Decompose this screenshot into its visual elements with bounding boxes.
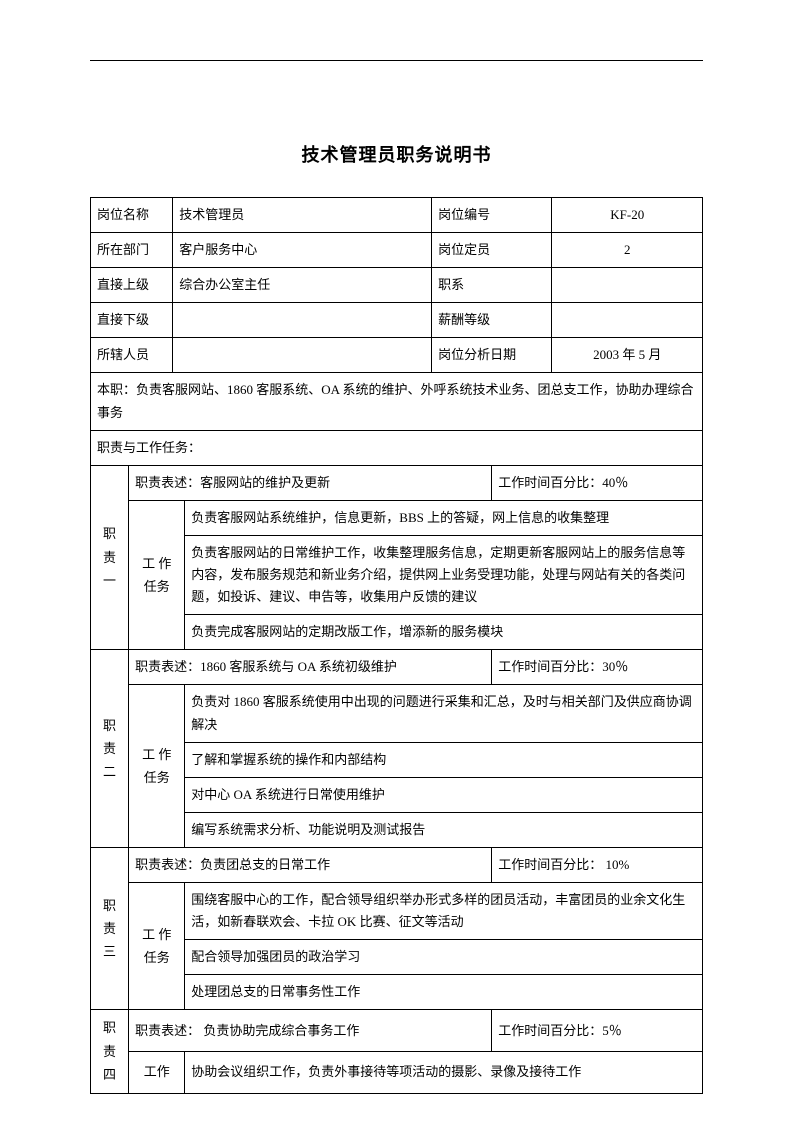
value-superior: 综合办公室主任: [173, 268, 432, 303]
duty3-desc: 职责表述：负责团总支的日常工作: [129, 847, 492, 882]
value-position-name: 技术管理员: [173, 198, 432, 233]
label-job-series: 职系: [432, 268, 552, 303]
duty1-desc: 职责表述：客服网站的维护及更新: [129, 465, 492, 500]
value-department: 客户服务中心: [173, 233, 432, 268]
value-position-code: KF-20: [552, 198, 703, 233]
page-title: 技术管理员职务说明书: [90, 141, 703, 167]
label-position-code: 岗位编号: [432, 198, 552, 233]
header-row: 所辖人员 岗位分析日期 2003 年 5 月: [91, 338, 703, 373]
duty1-time: 工作时间百分比：40％: [492, 465, 703, 500]
duty3-task-label: 工 作任务: [129, 882, 185, 1009]
duty2-task2: 了解和掌握系统的操作和内部结构: [185, 742, 703, 777]
label-pay-grade: 薪酬等级: [432, 303, 552, 338]
value-analysis-date: 2003 年 5 月: [552, 338, 703, 373]
value-pay-grade: [552, 303, 703, 338]
duty1-task2: 负责客服网站的日常维护工作，收集整理服务信息，定期更新客服网站上的服务信息等内容…: [185, 535, 703, 614]
duty3-label: 职责三: [91, 847, 129, 1009]
header-row: 直接下级 薪酬等级: [91, 303, 703, 338]
duty4-time: 工作时间百分比：5％: [492, 1010, 703, 1052]
duty1-task-label: 工 作任务: [129, 500, 185, 649]
job-spec-table: 岗位名称 技术管理员 岗位编号 KF-20 所在部门 客户服务中心 岗位定员 2…: [90, 197, 703, 1094]
duty3-task2: 配合领导加强团员的政治学习: [185, 940, 703, 975]
label-department: 所在部门: [91, 233, 173, 268]
duty1-task3: 负责完成客服网站的定期改版工作，增添新的服务模块: [185, 615, 703, 650]
duty4-desc: 职责表述： 负责协助完成综合事务工作: [129, 1010, 492, 1052]
header-row: 所在部门 客户服务中心 岗位定员 2: [91, 233, 703, 268]
top-rule: [90, 60, 703, 61]
value-headcount: 2: [552, 233, 703, 268]
duty1-task1: 负责客服网站系统维护，信息更新，BBS 上的答疑，网上信息的收集整理: [185, 500, 703, 535]
duty2-task1: 负责对 1860 客服系统使用中出现的问题进行采集和汇总，及时与相关部门及供应商…: [185, 685, 703, 742]
duty4-label: 职责四: [91, 1010, 129, 1093]
label-analysis-date: 岗位分析日期: [432, 338, 552, 373]
header-row: 直接上级 综合办公室主任 职系: [91, 268, 703, 303]
duty2-task3: 对中心 OA 系统进行日常使用维护: [185, 777, 703, 812]
section-duties-label: 职责与工作任务：: [91, 430, 703, 465]
header-row: 岗位名称 技术管理员 岗位编号 KF-20: [91, 198, 703, 233]
label-staff: 所辖人员: [91, 338, 173, 373]
duty3-task3: 处理团总支的日常事务性工作: [185, 975, 703, 1010]
value-subordinate: [173, 303, 432, 338]
value-staff: [173, 338, 432, 373]
value-job-series: [552, 268, 703, 303]
duty2-time: 工作时间百分比：30％: [492, 650, 703, 685]
duty2-label: 职责二: [91, 650, 129, 848]
duty1-label: 职责一: [91, 465, 129, 650]
duty2-task-label: 工 作任务: [129, 685, 185, 847]
duty3-task1: 围绕客服中心的工作，配合领导组织举办形式多样的团员活动，丰富团员的业余文化生活，…: [185, 882, 703, 939]
duty2-task4: 编写系统需求分析、功能说明及测试报告: [185, 812, 703, 847]
duty4-task-label: 工作: [129, 1051, 185, 1093]
duty4-task1: 协助会议组织工作，负责外事接待等项活动的摄影、录像及接待工作: [185, 1051, 703, 1093]
label-position-name: 岗位名称: [91, 198, 173, 233]
label-superior: 直接上级: [91, 268, 173, 303]
job-summary: 本职：负责客服网站、1860 客服系统、OA 系统的维护、外呼系统技术业务、团总…: [91, 373, 703, 430]
label-subordinate: 直接下级: [91, 303, 173, 338]
duty2-desc: 职责表述：1860 客服系统与 OA 系统初级维护: [129, 650, 492, 685]
duty3-time: 工作时间百分比： 10%: [492, 847, 703, 882]
label-headcount: 岗位定员: [432, 233, 552, 268]
